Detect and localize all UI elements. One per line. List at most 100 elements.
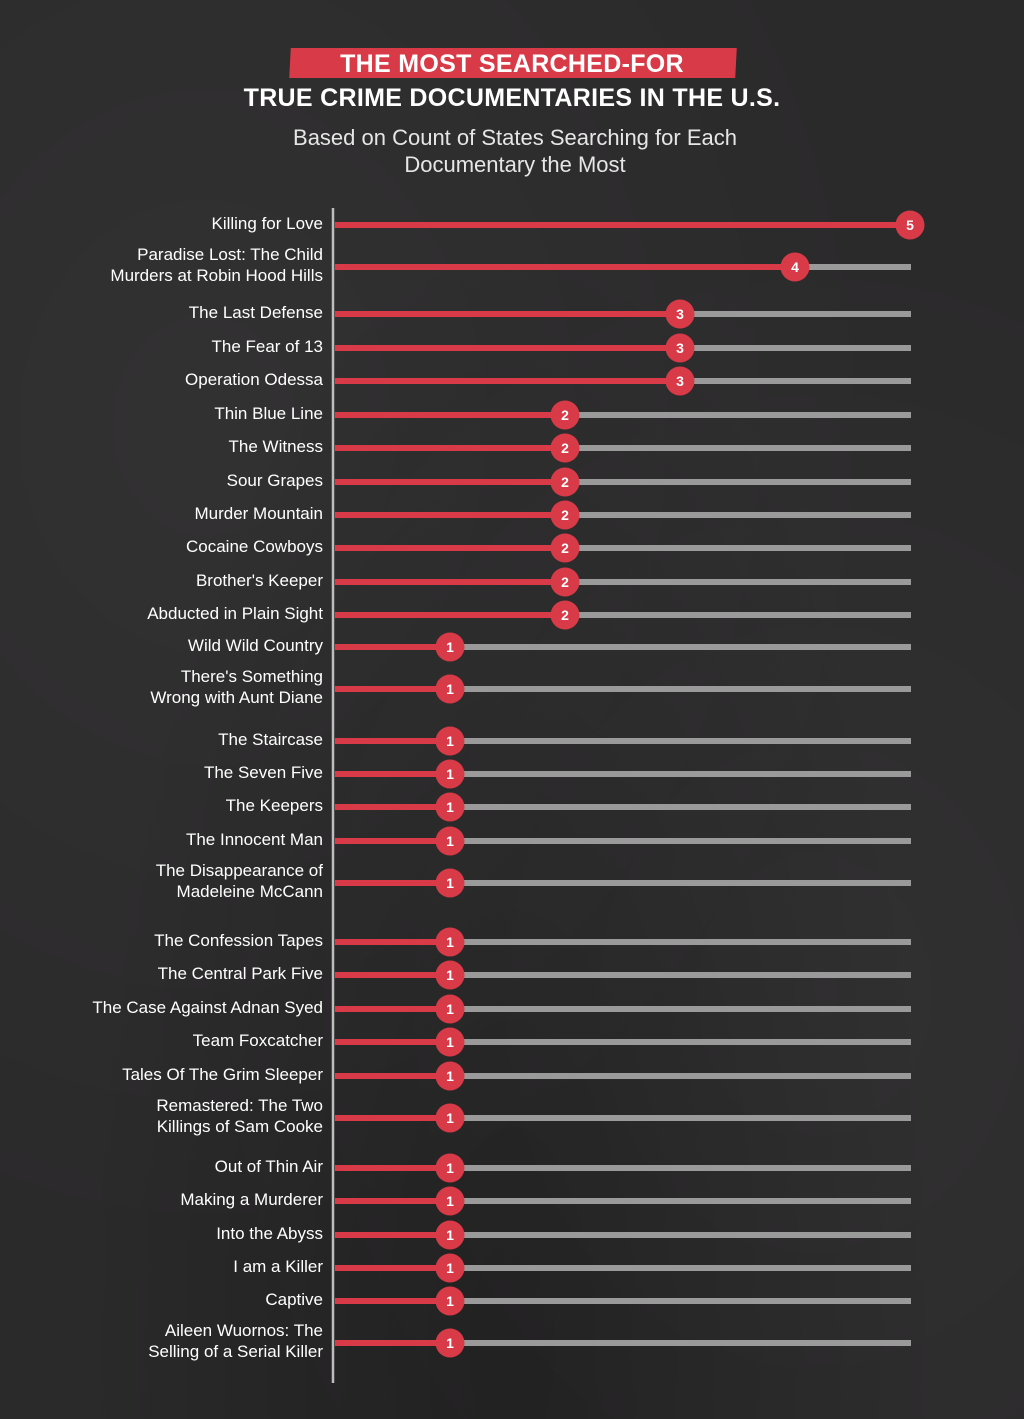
category-label: The Disappearance of — [156, 861, 324, 880]
value-dot — [435, 1153, 465, 1183]
value-dot — [435, 868, 465, 898]
category-label: Murder Mountain — [194, 504, 323, 523]
data-label: 3 — [676, 340, 684, 356]
category-label: There's Something — [181, 667, 323, 686]
value-dot — [435, 1061, 465, 1091]
data-label: 1 — [446, 766, 454, 782]
category-label: Killings of Sam Cooke — [157, 1117, 323, 1136]
category-label: I am a Killer — [233, 1257, 323, 1276]
category-label: Making a Murderer — [180, 1190, 323, 1209]
data-label: 1 — [446, 1001, 454, 1017]
category-label: The Keepers — [226, 796, 323, 815]
value-dot — [550, 400, 580, 430]
value-dot — [895, 210, 925, 240]
data-label: 2 — [561, 407, 569, 423]
category-label: The Central Park Five — [158, 964, 323, 983]
category-label: Captive — [265, 1290, 323, 1309]
value-dot — [550, 567, 580, 597]
value-dot — [435, 1220, 465, 1250]
data-label: 1 — [446, 1260, 454, 1276]
data-label: 2 — [561, 507, 569, 523]
data-label: 1 — [446, 681, 454, 697]
category-label: Thin Blue Line — [214, 404, 323, 423]
category-label: Wrong with Aunt Diane — [150, 688, 323, 707]
data-label: 1 — [446, 639, 454, 655]
category-label: Killing for Love — [211, 214, 323, 233]
value-dot — [550, 500, 580, 530]
category-label: The Fear of 13 — [211, 337, 323, 356]
category-label: The Last Defense — [189, 303, 323, 322]
category-label: Brother's Keeper — [196, 571, 323, 590]
chart-subtitle: Based on Count of States Searching for E… — [293, 125, 737, 177]
value-dot — [435, 927, 465, 957]
data-label: 1 — [446, 799, 454, 815]
category-label: Remastered: The Two — [156, 1096, 323, 1115]
data-label: 2 — [561, 440, 569, 456]
category-label: Wild Wild Country — [188, 636, 324, 655]
data-label: 1 — [446, 1293, 454, 1309]
data-label: 1 — [446, 1110, 454, 1126]
value-dot — [550, 433, 580, 463]
data-label: 2 — [561, 540, 569, 556]
data-label: 1 — [446, 1034, 454, 1050]
value-dot — [550, 533, 580, 563]
value-dot — [665, 333, 695, 363]
category-label: Madeleine McCann — [177, 882, 323, 901]
category-label: The Seven Five — [204, 763, 323, 782]
category-label: Into the Abyss — [216, 1224, 323, 1243]
data-label: 1 — [446, 875, 454, 891]
category-label: Selling of a Serial Killer — [148, 1342, 323, 1361]
data-label: 1 — [446, 833, 454, 849]
category-label: Out of Thin Air — [215, 1157, 324, 1176]
chart-title-line-2: TRUE CRIME DOCUMENTARIES IN THE U.S. — [243, 84, 781, 112]
value-dot — [780, 252, 810, 282]
data-label: 3 — [676, 373, 684, 389]
category-label: Operation Odessa — [185, 370, 324, 389]
category-label: Murders at Robin Hood Hills — [110, 266, 323, 285]
data-label: 1 — [446, 1335, 454, 1351]
value-dot — [435, 1186, 465, 1216]
data-label: 2 — [561, 607, 569, 623]
data-label: 5 — [906, 217, 914, 233]
value-dot — [435, 726, 465, 756]
category-label: Tales Of The Grim Sleeper — [122, 1065, 323, 1084]
data-label: 1 — [446, 1193, 454, 1209]
category-label: The Witness — [229, 437, 323, 456]
value-dot — [435, 674, 465, 704]
value-dot — [435, 826, 465, 856]
value-dot — [435, 1103, 465, 1133]
data-label: 1 — [446, 934, 454, 950]
value-dot — [435, 759, 465, 789]
category-label: The Confession Tapes — [154, 931, 323, 950]
value-dot — [435, 1027, 465, 1057]
category-label: The Case Against Adnan Syed — [92, 998, 323, 1017]
data-label: 1 — [446, 1227, 454, 1243]
data-label: 1 — [446, 733, 454, 749]
value-dot — [665, 299, 695, 329]
value-dot — [435, 960, 465, 990]
data-label: 1 — [446, 1068, 454, 1084]
value-dot — [435, 792, 465, 822]
value-dot — [435, 1253, 465, 1283]
data-label: 4 — [791, 259, 799, 275]
data-label: 1 — [446, 1160, 454, 1176]
value-dot — [665, 366, 695, 396]
category-label: Paradise Lost: The Child — [137, 245, 323, 264]
value-dot — [550, 467, 580, 497]
value-dot — [435, 994, 465, 1024]
category-label: Abducted in Plain Sight — [147, 604, 323, 623]
chart-title-line-1: THE MOST SEARCHED-FOR — [340, 50, 684, 78]
category-label: The Innocent Man — [186, 830, 323, 849]
data-label: 1 — [446, 967, 454, 983]
category-label: Sour Grapes — [227, 471, 323, 490]
data-label: 2 — [561, 474, 569, 490]
category-label: The Staircase — [218, 730, 323, 749]
category-label: Aileen Wuornos: The — [165, 1321, 323, 1340]
category-label: Cocaine Cowboys — [186, 537, 323, 556]
value-dot — [435, 1286, 465, 1316]
data-label: 3 — [676, 306, 684, 322]
value-dot — [435, 1328, 465, 1358]
category-label: Team Foxcatcher — [193, 1031, 324, 1050]
